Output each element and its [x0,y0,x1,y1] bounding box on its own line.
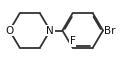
Text: O: O [5,25,14,36]
Text: N: N [46,25,54,36]
Text: F: F [70,36,75,46]
Text: Br: Br [104,25,116,36]
